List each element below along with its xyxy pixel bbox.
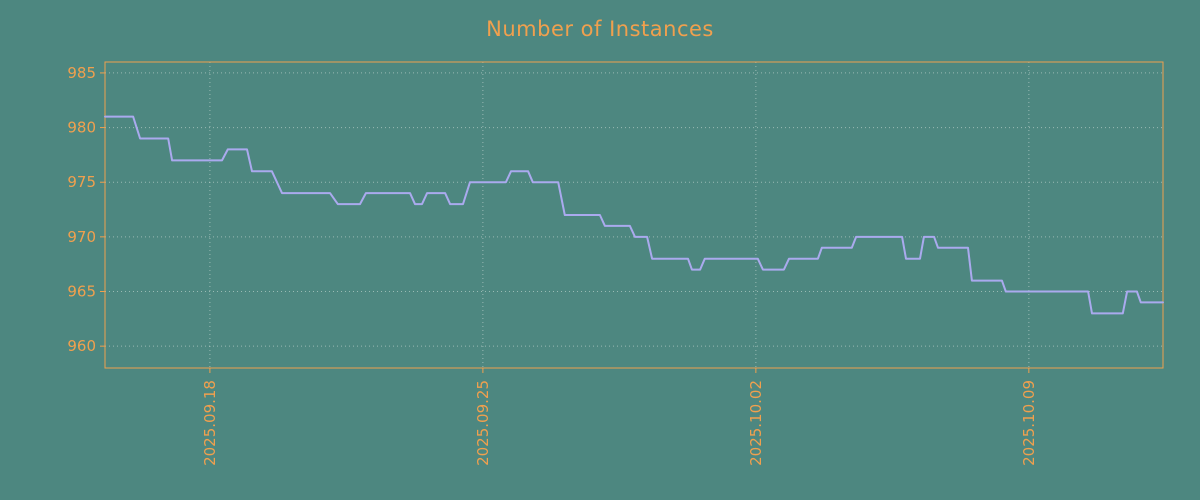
y-tick-label: 975 <box>67 173 96 191</box>
y-tick-label: 965 <box>67 283 96 301</box>
y-tick-label: 960 <box>67 337 96 355</box>
y-tick-label: 980 <box>67 119 96 137</box>
x-tick-label: 2025.10.09 <box>1020 380 1038 466</box>
instances-series-line <box>104 115 1164 315</box>
plot-frame <box>104 61 1164 369</box>
x-tick-label: 2025.09.18 <box>201 380 219 466</box>
x-tick-label: 2025.09.25 <box>474 380 492 466</box>
y-tick-label: 985 <box>67 64 96 82</box>
x-tick-label: 2025.10.02 <box>747 380 765 466</box>
chart-title: Number of Instances <box>486 17 714 41</box>
y-tick-label: 970 <box>67 228 96 246</box>
